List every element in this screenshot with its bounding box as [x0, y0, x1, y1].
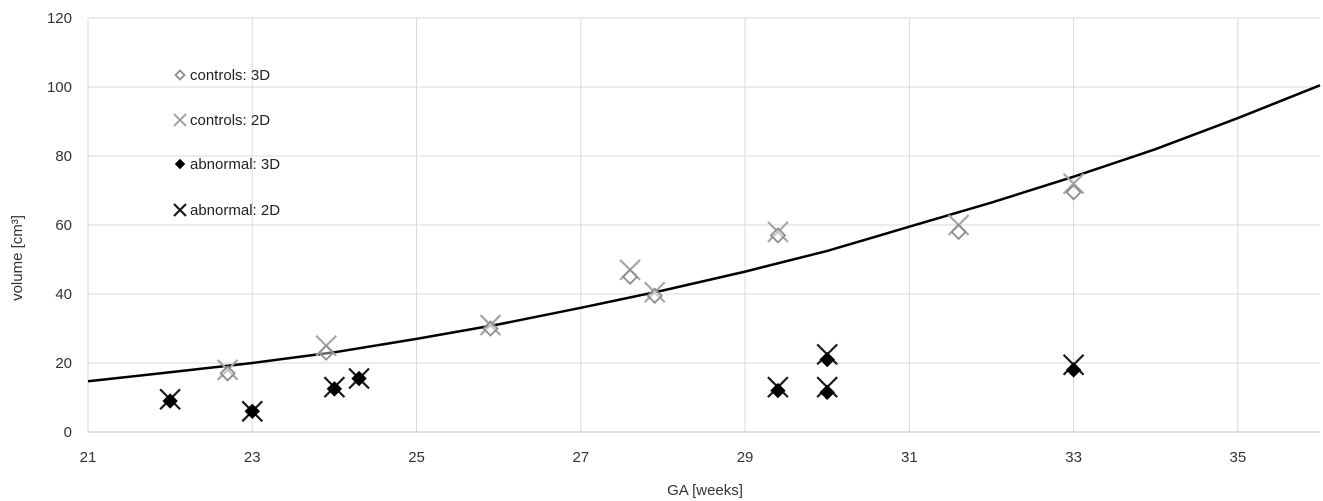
trend-curve-group — [87, 84, 1321, 383]
legend: controls: 3D controls: 2D abnormal: 3D abno… — [173, 67, 280, 219]
y-tick-label: 100 — [47, 79, 72, 96]
y-tick-label: 0 — [64, 424, 72, 441]
data-point — [767, 221, 789, 243]
x-axis-title: GA [weeks] — [667, 482, 743, 499]
data-point — [1062, 172, 1085, 195]
trend-curve — [87, 84, 1321, 383]
y-tick-labels: 0 20 40 60 80 100 120 — [47, 10, 72, 441]
data-point — [643, 281, 666, 304]
legend-marker — [174, 158, 186, 170]
y-axis-title: volume [cm³] — [9, 215, 26, 301]
data-point — [621, 268, 639, 286]
y-tick-label: 120 — [47, 10, 72, 27]
data-point — [216, 359, 239, 381]
legend-label: abnormal: 3D — [190, 156, 280, 173]
data-point — [244, 403, 260, 420]
data-point — [646, 287, 663, 304]
y-tick-label: 60 — [55, 217, 72, 234]
x-tick-label: 33 — [1065, 449, 1082, 466]
x-tick-label: 31 — [901, 449, 918, 466]
data-point — [1065, 362, 1082, 378]
data-point — [769, 227, 787, 244]
legend-label: controls: 3D — [190, 67, 270, 84]
data-point — [317, 344, 335, 361]
data-point — [1065, 183, 1082, 201]
data-points — [159, 172, 1085, 423]
data-point — [950, 223, 967, 241]
x-tick-label: 35 — [1230, 449, 1247, 466]
data-point — [162, 393, 178, 409]
x-tick-label: 25 — [408, 449, 425, 466]
x-tick-label: 29 — [737, 449, 754, 466]
legend-marker — [173, 203, 187, 217]
data-point — [819, 384, 835, 401]
x-tick-labels: 21 23 25 27 29 31 33 35 — [80, 449, 1247, 466]
y-tick-label: 20 — [55, 355, 72, 372]
data-point — [326, 381, 343, 397]
y-tick-label: 40 — [55, 286, 72, 303]
legend-label: controls: 2D — [190, 112, 270, 129]
x-tick-label: 27 — [572, 449, 589, 466]
x-tick-label: 21 — [80, 449, 97, 466]
data-point — [819, 351, 835, 368]
y-gridlines — [88, 17, 1320, 364]
data-point — [770, 382, 786, 399]
y-tick-label: 80 — [55, 148, 72, 165]
legend-marker — [174, 69, 186, 81]
legend-marker — [173, 113, 187, 127]
data-point — [351, 370, 367, 387]
legend-label: abnormal: 2D — [190, 202, 280, 219]
data-point — [482, 320, 499, 337]
data-point — [219, 365, 236, 382]
x-tick-label: 23 — [244, 449, 261, 466]
data-point — [479, 314, 502, 336]
